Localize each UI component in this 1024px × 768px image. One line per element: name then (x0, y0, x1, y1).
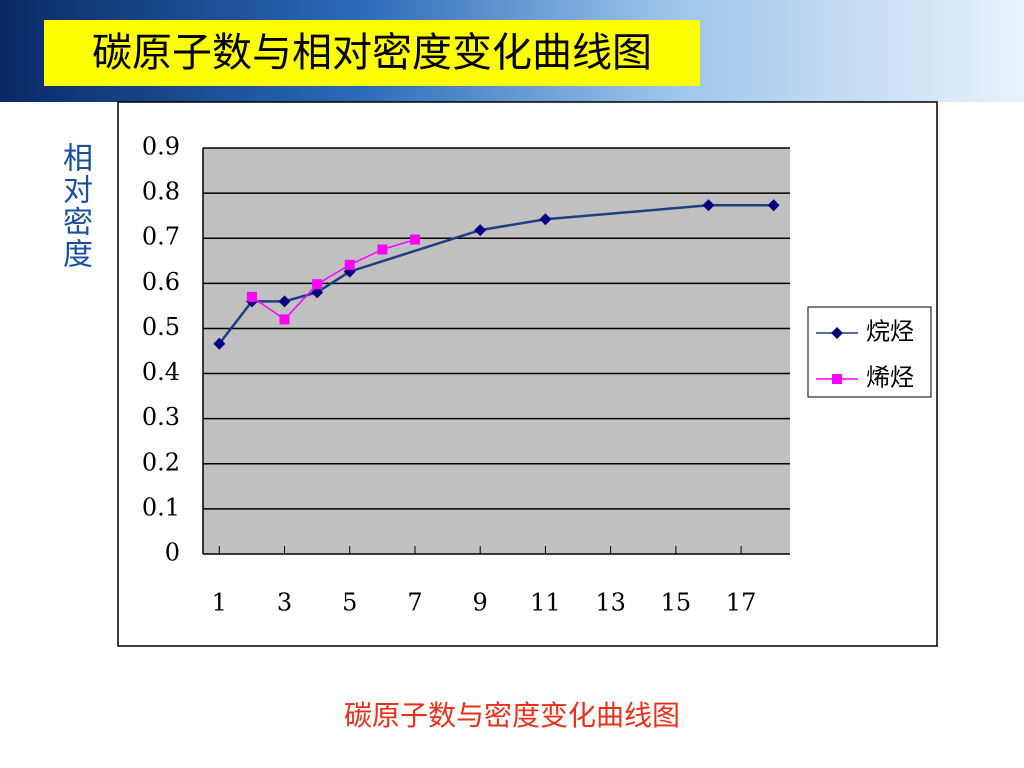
point (702, 199, 715, 212)
point (344, 259, 355, 270)
legend-label: 烷烃 (866, 318, 914, 346)
x-tick-label: 17 (726, 589, 757, 617)
y-tick-label: 0.5 (142, 313, 180, 341)
chart-title: 碳原子数与密度变化曲线图 (343, 699, 680, 732)
point (279, 314, 290, 325)
legend-marker (831, 327, 843, 339)
x-tick-label: 9 (473, 589, 488, 617)
y-tick-label: 0.1 (142, 493, 180, 521)
point (278, 295, 291, 308)
point (474, 224, 487, 237)
point (312, 279, 323, 290)
y-tick-label: 0.9 (142, 133, 180, 161)
point (767, 199, 780, 212)
y-tick-label: 0.2 (142, 448, 180, 476)
point (539, 213, 552, 226)
x-tick-label: 5 (342, 589, 357, 617)
y-tick-label: 0.4 (142, 358, 180, 386)
y-axis-label: 相对密度 (57, 142, 92, 270)
x-tick-label: 1 (212, 589, 227, 617)
legend-label: 烯烃 (866, 364, 914, 392)
point (377, 244, 388, 255)
x-tick-label: 15 (661, 589, 692, 617)
legend-marker (832, 374, 842, 384)
chart: 00.10.20.30.40.50.60.70.80.91 3 5 7 9 11 13 15 1… (117, 101, 938, 647)
x-tick-label: 13 (595, 589, 626, 617)
series-line (251, 238, 416, 321)
y-tick-label: 0.8 (142, 178, 180, 206)
x-tick-label: 7 (407, 589, 422, 617)
slide-title: 碳原子数与相对密度变化曲线图 (44, 20, 700, 86)
point (213, 337, 226, 350)
x-tick-label: 11 (530, 589, 561, 617)
y-tick-label: 0 (165, 539, 180, 567)
y-tick-label: 0.6 (142, 268, 180, 296)
legend-box (807, 306, 932, 398)
y-tick-label: 0.7 (142, 223, 180, 251)
x-tick-label: 3 (277, 589, 292, 617)
point (246, 291, 257, 302)
point (311, 286, 324, 299)
point (409, 234, 420, 245)
y-tick-label: 0.3 (142, 403, 180, 431)
plot-area (203, 148, 790, 554)
